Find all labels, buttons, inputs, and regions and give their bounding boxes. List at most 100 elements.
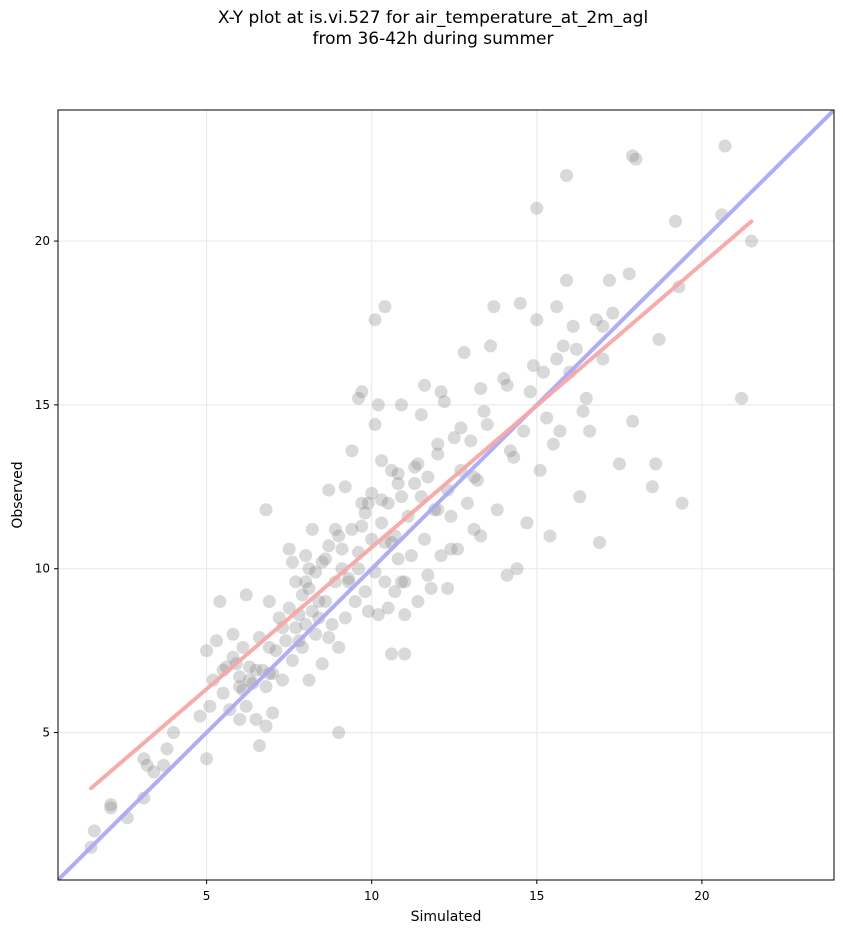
scatter-point	[444, 509, 458, 523]
scatter-point	[434, 549, 448, 563]
scatter-point	[520, 516, 534, 530]
scatter-point	[140, 758, 154, 772]
scatter-point	[206, 673, 220, 687]
scatter-point	[411, 457, 425, 471]
scatter-point	[626, 414, 640, 428]
scatter-point	[368, 313, 382, 327]
scatter-point	[351, 391, 365, 405]
scatter-point	[279, 634, 293, 648]
scatter-point	[365, 486, 379, 500]
scatter-point	[375, 493, 389, 507]
x-tick-label: 20	[694, 889, 709, 903]
scatter-point	[233, 712, 247, 726]
scatter-point	[523, 385, 537, 399]
scatter-point	[289, 621, 303, 635]
scatter-point	[381, 496, 395, 510]
scatter-point	[282, 601, 296, 615]
scatter-point	[427, 503, 441, 517]
scatter-point	[718, 139, 732, 153]
scatter-point	[394, 398, 408, 412]
identity-line	[58, 110, 834, 880]
scatter-point	[507, 450, 521, 464]
scatter-point	[569, 342, 583, 356]
x-tick-label: 15	[529, 889, 544, 903]
scatter-point	[137, 752, 151, 766]
scatter-point	[576, 404, 590, 418]
scatter-point	[503, 444, 517, 458]
scatter-point	[375, 516, 389, 530]
scatter-point	[589, 313, 603, 327]
scatter-point	[348, 594, 362, 608]
y-axis-label: Observed	[10, 461, 26, 528]
scatter-point	[226, 650, 240, 664]
scatter-point	[249, 712, 263, 726]
scatter-point	[262, 667, 276, 681]
scatter-point	[104, 798, 118, 812]
scatter-point	[593, 536, 607, 550]
scatter-point	[233, 670, 247, 684]
scatter-point	[460, 496, 474, 510]
scatter-point	[536, 365, 550, 379]
ticks-layer: 5 10 15 20 5 10 15 20	[35, 234, 710, 903]
scatter-point	[652, 332, 666, 346]
scatter-point	[612, 457, 626, 471]
chart-subtitle: from 36-42h during summer	[312, 29, 554, 49]
scatter-point	[566, 319, 580, 333]
x-axis-label: Simulated	[411, 909, 482, 925]
scatter-point	[533, 463, 547, 477]
scatter-point	[246, 676, 260, 690]
scatter-point	[398, 608, 412, 622]
scatter-point	[672, 280, 686, 294]
scatter-point	[467, 470, 481, 484]
scatter-point	[259, 503, 273, 517]
scatter-point	[560, 273, 574, 287]
scatter-point	[550, 352, 564, 366]
scatter-point	[233, 680, 247, 694]
scatter-point	[137, 791, 151, 805]
scatter-point	[546, 437, 560, 451]
scatter-point	[282, 542, 296, 556]
scatter-point	[358, 585, 372, 599]
chart-title: X-Y plot at is.vi.527 for air_temperatur…	[217, 8, 649, 28]
scatter-point	[398, 647, 412, 661]
scatter-point	[361, 496, 375, 510]
scatter-point	[259, 680, 273, 694]
scatter-point	[160, 742, 174, 756]
scatter-point	[322, 631, 336, 645]
scatter-point	[540, 411, 554, 425]
scatter-point	[550, 300, 564, 314]
scatter-point	[302, 562, 316, 576]
points-layer	[84, 139, 758, 854]
scatter-point	[484, 339, 498, 353]
scatter-point	[629, 152, 643, 166]
scatter-point	[210, 634, 224, 648]
scatter-point	[451, 542, 465, 556]
scatter-point	[378, 300, 392, 314]
scatter-point	[305, 522, 319, 536]
scatter-point	[500, 568, 514, 582]
scatter-point	[239, 699, 253, 713]
scatter-point	[431, 447, 445, 461]
scatter-point	[266, 706, 280, 720]
plot-frame	[57, 109, 835, 881]
scatter-point	[454, 421, 468, 435]
scatter-point	[444, 542, 458, 556]
scatter-point	[243, 673, 257, 687]
scatter-point	[193, 709, 207, 723]
scatter-point	[490, 503, 504, 517]
scatter-point	[315, 555, 329, 569]
scatter-point	[437, 395, 451, 409]
x-tick-label: 5	[203, 889, 211, 903]
scatter-point	[649, 457, 663, 471]
chart-title-block: X-Y plot at is.vi.527 for air_temperatur…	[0, 8, 843, 50]
scatter-point	[381, 601, 395, 615]
scatter-point	[411, 594, 425, 608]
scatter-point	[104, 801, 118, 815]
scatter-point	[285, 555, 299, 569]
scatter-point	[447, 431, 461, 445]
scatter-point	[573, 490, 587, 504]
scatter-point	[474, 529, 488, 543]
scatter-point	[744, 234, 758, 248]
scatter-point	[299, 575, 313, 589]
scatter-point	[325, 617, 339, 631]
